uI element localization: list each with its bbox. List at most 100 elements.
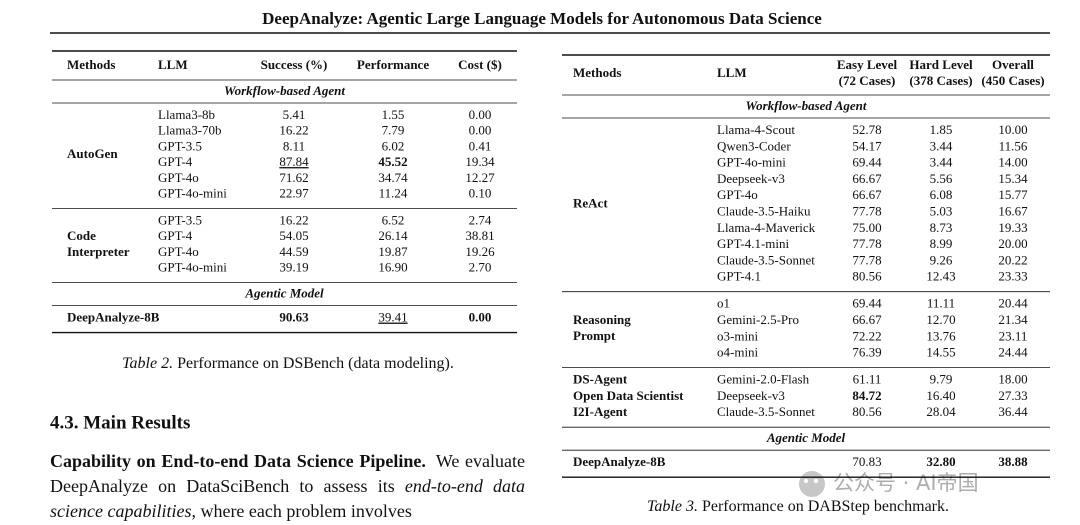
table-cell: 26.14 [378,228,408,243]
llm-name: GPT-4o [158,170,199,185]
column-header: LLM [158,57,188,72]
table-cell: 32.80 [926,454,955,469]
llm-name: Llama3-8b [158,107,215,122]
llm-name: GPT-4.1-mini [717,236,789,251]
table-cell: 28.04 [926,404,956,419]
llm-name: o1 [717,296,730,311]
section-label: Workflow-based Agent [746,98,867,113]
llm-name: GPT-4o-mini [717,155,786,170]
table-cell: 20.00 [998,236,1027,251]
caption-text: Performance on DSBench (data modeling). [177,355,454,372]
table-cell: 36.44 [998,404,1028,419]
table-cell: 54.17 [852,138,882,153]
paper-title: DeepAnalyze: Agentic Large Language Mode… [262,9,822,28]
table-cell: 11.11 [927,296,955,311]
table-cell: 69.44 [852,296,882,311]
method-name: I2I-Agent [573,404,628,419]
llm-name: GPT-4o-mini [158,185,227,200]
llm-name: GPT-3.5 [158,138,202,153]
table-cell: 84.72 [852,388,881,403]
column-header: LLM [717,65,747,80]
llm-name: o3-mini [717,328,759,343]
table-cell: 66.67 [852,312,882,327]
table-cell: 66.67 [852,187,882,202]
column-header: (72 Cases) [839,73,896,88]
method-name: ReAct [573,195,608,210]
method-name: DeepAnalyze-8B [573,454,666,469]
table-cell: 24.44 [998,345,1028,360]
table-cell: 20.22 [998,252,1027,267]
llm-name: Llama-4-Scout [717,122,795,137]
table-cell: 16.22 [279,123,308,138]
table-cell: 18.00 [998,372,1027,387]
column-header: (378 Cases) [909,73,972,88]
table-cell: 19.26 [465,244,495,259]
table-cell: 61.11 [853,372,882,387]
llm-name: o4-mini [717,345,759,360]
watermark: 公众号 · AI帝国 [833,471,979,495]
caption-label: Table 3. [647,498,698,515]
table-cell: 19.87 [378,244,408,259]
method-name: Prompt [573,328,616,343]
table-cell: 77.78 [852,252,881,267]
column-header: Hard Level [909,57,973,72]
table-cell: 52.78 [852,122,881,137]
table-cell: 20.44 [998,296,1028,311]
section-label: Agentic Model [244,286,324,301]
table-cell: 6.08 [930,187,953,202]
method-name: Code [67,228,96,243]
llm-name: Llama3-70b [158,123,222,138]
llm-name: GPT-4 [158,154,193,169]
table-cell: 87.84 [279,154,309,169]
method-name: DS-Agent [573,372,628,387]
table-cell: 45.52 [378,154,407,169]
table-cell: 21.34 [998,312,1028,327]
table-cell: 10.00 [998,122,1027,137]
table-cell: 13.76 [926,328,956,343]
table-cell: 34.74 [378,170,408,185]
caption-text: Performance on DABStep benchmark. [702,498,949,515]
table-caption: Table 3. Performance on DABStep benchmar… [647,498,949,515]
table-cell: 7.79 [382,123,405,138]
llm-name: Gemini-2.5-Pro [717,312,799,327]
column-header: Success (%) [261,57,328,72]
llm-name: Claude-3.5-Haiku [717,203,811,218]
table-cell: 5.41 [283,107,306,122]
table-cell: 2.74 [469,212,492,227]
table-cell: 12.43 [926,269,955,284]
table-cell: 15.34 [998,171,1028,186]
table-cell: 38.81 [465,228,494,243]
column-header: (450 Cases) [981,73,1044,88]
table-cell: 16.90 [378,260,407,275]
column-header: Cost ($) [458,57,502,72]
table-cell: 39.41 [378,310,407,325]
table-cell: 27.33 [998,388,1027,403]
table-cell: 0.00 [469,123,492,138]
table-cell: 71.62 [279,170,308,185]
table-cell: 14.00 [998,155,1027,170]
llm-name: Claude-3.5-Sonnet [717,252,815,267]
table-cell: 0.10 [469,185,492,200]
table-cell: 8.99 [930,236,953,251]
table-cell: 3.44 [930,138,953,153]
table-cell: 5.56 [930,171,953,186]
table-cell: 54.05 [279,228,308,243]
column-header: Methods [67,57,115,72]
table-cell: 15.77 [998,187,1028,202]
table-cell: 12.70 [926,312,955,327]
column-header: Overall [992,57,1034,72]
table-cell: 11.56 [999,138,1028,153]
paragraph-text: , where each problem involves [191,501,412,521]
llm-name: Deepseek-v3 [717,171,785,186]
table-cell: 9.26 [930,252,953,267]
method-name: AutoGen [67,146,118,161]
table-cell: 0.00 [469,107,492,122]
table-cell: 1.85 [930,122,953,137]
paragraph-text: We evaluate DeepAnalyze on DataSciBench … [50,451,525,496]
table-cell: 22.97 [279,185,309,200]
table-cell: 80.56 [852,269,882,284]
column-header: Easy Level [837,57,898,72]
llm-name: GPT-4o-mini [158,260,227,275]
table-cell: 69.44 [852,155,882,170]
